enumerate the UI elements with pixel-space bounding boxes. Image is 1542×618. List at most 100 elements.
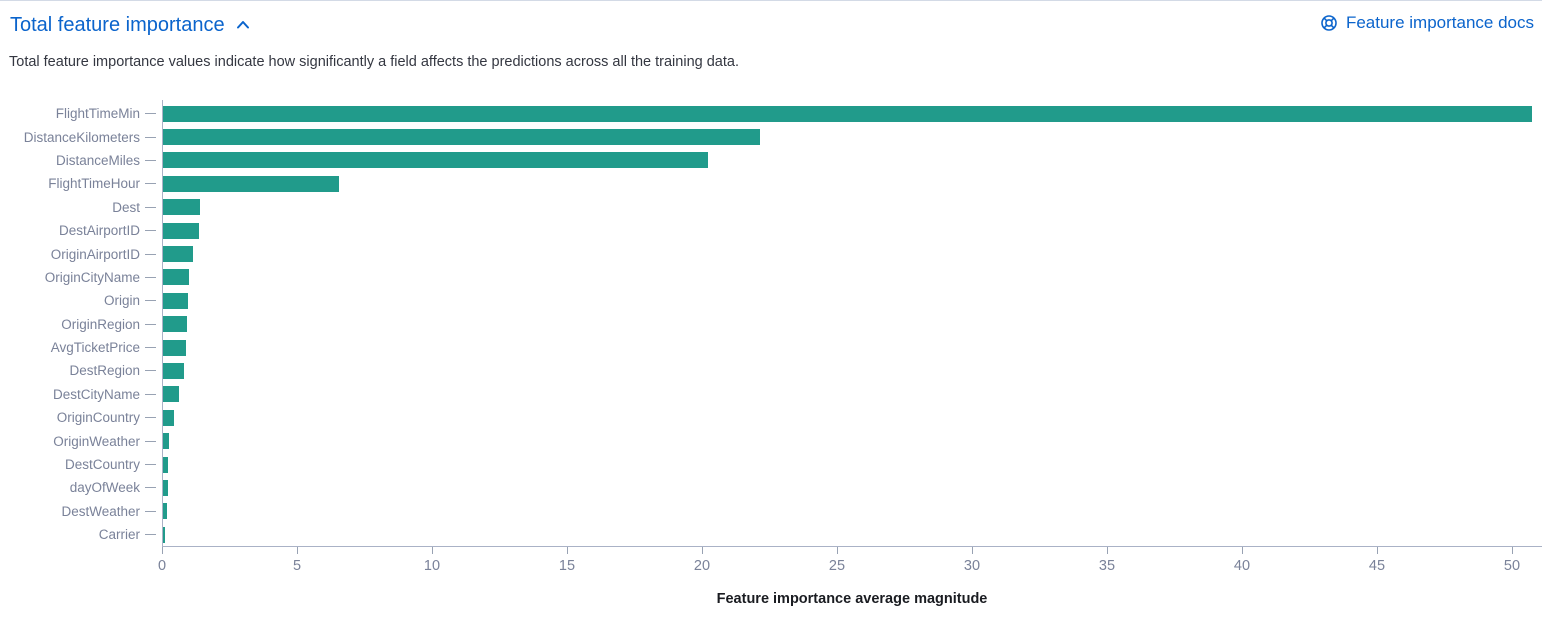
y-tick-mark (145, 417, 156, 419)
y-axis-label: OriginRegion (61, 316, 140, 332)
x-tick-mark (837, 547, 838, 554)
chart-row: DestRegion (0, 359, 1532, 382)
importance-bar (163, 479, 168, 496)
chevron-up-icon (235, 17, 251, 33)
y-axis-label: Dest (112, 199, 140, 215)
x-tick-mark (702, 547, 703, 554)
chart-row: DestCityName (0, 383, 1532, 406)
x-tick-label: 45 (1368, 558, 1386, 574)
y-tick-mark (145, 230, 156, 232)
panel-description: Total feature importance values indicate… (9, 54, 739, 70)
y-axis-label: DistanceKilometers (23, 129, 140, 145)
y-tick-mark (145, 276, 156, 278)
importance-bar (163, 339, 187, 356)
chart-row: OriginAirportID (0, 242, 1532, 265)
chart-row: AvgTicketPrice (0, 336, 1532, 359)
chart-row: dayOfWeek (0, 476, 1532, 499)
importance-bar (163, 526, 165, 543)
y-tick-mark (145, 534, 156, 536)
y-tick-mark (145, 347, 156, 349)
chart-row: DestWeather (0, 500, 1532, 523)
bar-chart: FlightTimeMin DistanceKilometers DistanceM… (0, 102, 1532, 546)
chart-row: FlightTimeMin (0, 102, 1532, 125)
x-tick-mark (567, 547, 568, 554)
y-axis-label: OriginCountry (56, 410, 140, 426)
y-axis-label: FlightTimeMin (55, 106, 140, 122)
y-tick-mark (145, 487, 156, 489)
y-axis-label: FlightTimeHour (48, 176, 140, 192)
x-tick-mark (1512, 547, 1513, 554)
chart-row: OriginRegion (0, 313, 1532, 336)
x-tick-label: 50 (1503, 558, 1521, 574)
y-tick-mark (145, 370, 156, 372)
x-axis-title: Feature importance average magnitude (716, 591, 988, 607)
x-tick-label: 30 (963, 558, 981, 574)
docs-link-label: Feature importance docs (1345, 13, 1534, 32)
y-axis-label: Origin (103, 293, 140, 309)
y-axis-label: AvgTicketPrice (50, 340, 140, 356)
importance-bar (163, 456, 169, 473)
accordion-title: Total feature importance (10, 14, 225, 36)
x-tick-mark (1377, 547, 1378, 554)
y-axis-label: DestCityName (52, 386, 140, 402)
life-ring-icon (1320, 14, 1338, 32)
x-tick-mark (1242, 547, 1243, 554)
x-tick-label: 25 (828, 558, 846, 574)
importance-bar (163, 433, 169, 450)
chart-row: FlightTimeHour (0, 172, 1532, 195)
x-tick-label: 5 (292, 558, 302, 574)
y-tick-mark (145, 393, 156, 395)
feature-importance-docs-link[interactable]: Feature importance docs (1320, 13, 1534, 33)
x-tick-mark (297, 547, 298, 554)
y-axis-label: DestWeather (61, 503, 140, 519)
y-axis-label: OriginAirportID (50, 246, 140, 262)
y-axis-label: DestCountry (64, 457, 140, 473)
y-tick-mark (145, 206, 156, 208)
importance-bar (163, 246, 193, 263)
y-axis-line (162, 100, 163, 547)
importance-bar (163, 222, 199, 239)
chart-row: Dest (0, 196, 1532, 219)
importance-bar (163, 316, 188, 333)
x-tick-mark (432, 547, 433, 554)
chart-row: DistanceMiles (0, 149, 1532, 172)
x-tick-label: 35 (1098, 558, 1116, 574)
y-axis-label: dayOfWeek (69, 480, 140, 496)
chart-row: OriginCityName (0, 266, 1532, 289)
chart-row: DestCountry (0, 453, 1532, 476)
y-tick-mark (145, 183, 156, 185)
y-axis-label: Carrier (98, 527, 140, 543)
y-tick-mark (145, 464, 156, 466)
importance-bar (163, 175, 339, 192)
x-tick-label: 15 (558, 558, 576, 574)
chart-row: Carrier (0, 523, 1532, 546)
importance-bar (163, 386, 180, 403)
importance-bar (163, 129, 760, 146)
total-feature-importance-accordion-toggle[interactable]: Total feature importance (10, 13, 251, 37)
y-tick-mark (145, 159, 156, 161)
importance-bar (163, 292, 189, 309)
chart-row: DistanceKilometers (0, 125, 1532, 148)
y-tick-mark (145, 300, 156, 302)
x-tick-label: 0 (157, 558, 167, 574)
importance-bar (163, 105, 1532, 122)
y-axis-label: OriginCityName (44, 269, 140, 285)
y-tick-mark (145, 510, 156, 512)
y-tick-mark (145, 136, 156, 138)
x-axis-line (162, 546, 1542, 547)
x-tick-mark (162, 547, 163, 554)
y-tick-mark (145, 440, 156, 442)
importance-bar (163, 269, 189, 286)
x-tick-mark (972, 547, 973, 554)
y-tick-mark (145, 253, 156, 255)
y-axis-label: DistanceMiles (55, 152, 140, 168)
x-tick-label: 20 (693, 558, 711, 574)
importance-bar (163, 199, 200, 216)
x-tick-mark (1107, 547, 1108, 554)
x-tick-label: 10 (423, 558, 441, 574)
importance-bar (163, 503, 168, 520)
importance-bar (163, 152, 709, 169)
importance-bar (163, 409, 175, 426)
x-tick-label: 40 (1233, 558, 1251, 574)
